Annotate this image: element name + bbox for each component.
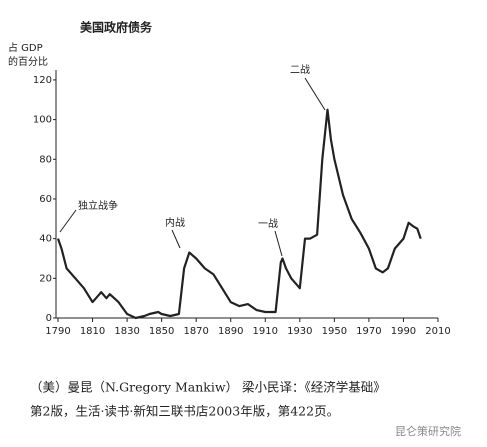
x-tick-label: 1850 <box>149 326 174 337</box>
watermark: 昆仑策研究院 <box>395 424 461 438</box>
y-tick-label: 40 <box>39 234 52 245</box>
y-tick-label: 60 <box>39 194 52 205</box>
y-tick-label: 120 <box>33 75 52 86</box>
y-tick-label: 100 <box>33 115 52 126</box>
x-tick-label: 1870 <box>183 326 208 337</box>
x-tick-label: 1970 <box>356 326 381 337</box>
caption: （美）曼昆（N.Gregory Mankiw） 梁小民译：《经济学基础》 <box>30 380 386 395</box>
caption: 第2版，生活·读书·新知三联书店2003年版，第422页。 <box>30 404 339 419</box>
annotation-leader <box>59 209 77 233</box>
x-tick-label: 1950 <box>322 326 347 337</box>
x-tick-label: 1990 <box>391 326 416 337</box>
x-tick-label: 2010 <box>425 326 450 337</box>
x-tick-label: 1930 <box>287 326 312 337</box>
annotation-leader <box>171 229 181 249</box>
x-tick-label: 1890 <box>218 326 243 337</box>
annotation: 内战 <box>165 216 185 229</box>
data-line <box>56 108 422 320</box>
x-tick-label: 1830 <box>114 326 139 337</box>
y-tick-label: 20 <box>39 273 52 284</box>
y-tick-label: 80 <box>39 154 52 165</box>
annotation: 二战 <box>290 64 310 76</box>
x-tick-label: 1910 <box>253 326 278 337</box>
annotation: 一战 <box>258 218 278 230</box>
chart-title: 美国政府债务 <box>80 20 153 35</box>
annotation-leader <box>304 77 326 111</box>
x-tick-label: 1790 <box>45 326 70 337</box>
annotation: 独立战争 <box>78 199 118 212</box>
y-axis-label: 的百分比 <box>8 55 48 68</box>
annotation-leader <box>274 230 283 257</box>
x-tick-label: 1810 <box>80 326 105 337</box>
y-axis-label: 占 GDP <box>8 41 43 54</box>
y-tick-label: 0 <box>46 313 52 324</box>
